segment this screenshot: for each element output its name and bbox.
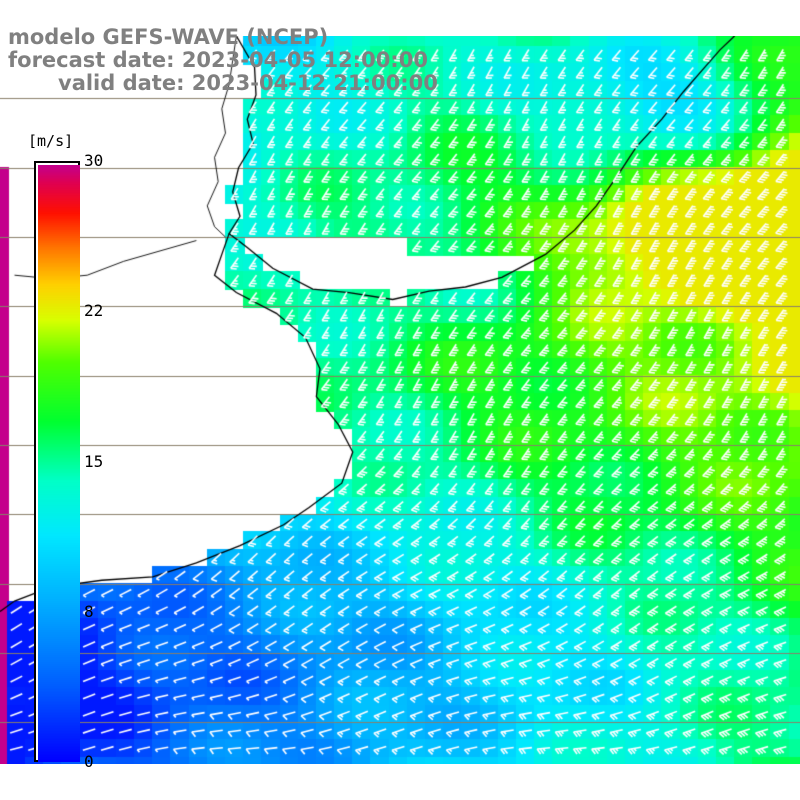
axis-ticks-left [0,36,14,764]
axis-ticks-top [0,24,800,36]
colorbar-tick-8: 8 [84,601,94,621]
colorbar-tick-30: 30 [84,151,104,170]
colorbar [34,161,80,762]
colorbar-tick-15: 15 [84,451,104,471]
wind-speed-field-canvas [0,36,800,764]
axis-ticks-bottom [0,764,800,778]
colorbar-frame [34,161,80,762]
axis-ticks-right [780,36,800,764]
colorbar-tick-0: 0 [84,752,94,771]
colorbar-gradient [38,165,80,762]
map-plot-area[interactable] [0,36,800,764]
colorbar-tick-22: 22 [84,301,104,321]
colorbar-unit-label: [m/s] [28,132,74,150]
